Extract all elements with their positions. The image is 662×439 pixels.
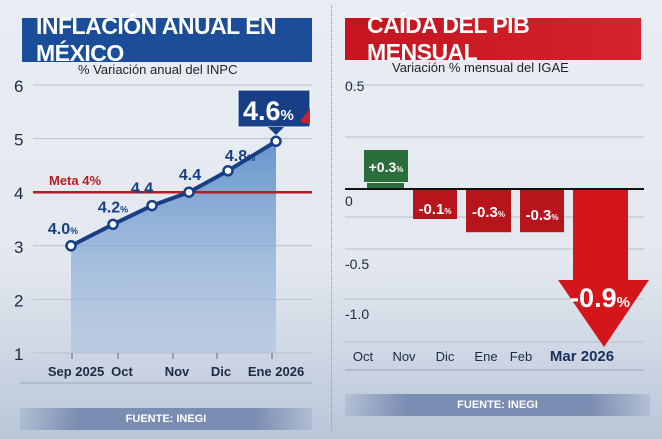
x-tick-label: Oct bbox=[353, 349, 374, 364]
bar bbox=[413, 189, 457, 219]
gdp-subtitle: Variación % mensual del IGAE bbox=[392, 60, 569, 75]
gdp-source: FUENTE: INEGI bbox=[345, 394, 650, 416]
data-label: 4.4 bbox=[131, 181, 153, 198]
data-point bbox=[146, 199, 158, 212]
data-label: 4.8% bbox=[225, 148, 255, 165]
data-point bbox=[183, 186, 195, 198]
bar-label-box bbox=[364, 150, 408, 182]
data-point bbox=[65, 240, 77, 252]
highlight-callout bbox=[237, 89, 311, 128]
bar-label: -0.9% bbox=[570, 283, 630, 313]
highlight-label: 4.6% bbox=[243, 96, 294, 126]
y-tick-label: 5 bbox=[14, 131, 23, 150]
y-tick-label: 2 bbox=[14, 291, 23, 310]
bar-label: -0.1% bbox=[419, 201, 452, 218]
x-tick-label: Ene bbox=[474, 349, 497, 364]
y-tick-label: 6 bbox=[14, 77, 23, 96]
inflation-source: FUENTE: INEGI bbox=[20, 408, 312, 430]
y-tick-label: 1 bbox=[14, 345, 23, 364]
y-tick-label: -0.5 bbox=[345, 256, 369, 272]
data-label: 4.0% bbox=[48, 221, 78, 238]
bar-oct bbox=[367, 183, 404, 189]
inflation-subtitle: % Variación anual del INPC bbox=[78, 62, 238, 77]
y-tick-label: -1.0 bbox=[345, 306, 369, 322]
x-tick-label: Nov bbox=[392, 349, 416, 364]
x-tick-label: Mar 2026 bbox=[550, 348, 614, 365]
bar bbox=[466, 189, 511, 233]
x-tick-label: Sep 2025 bbox=[48, 364, 104, 379]
area-fill bbox=[71, 141, 276, 353]
data-point bbox=[107, 218, 119, 231]
y-tick-label: 0.5 bbox=[345, 78, 365, 94]
x-tick-label: Dic bbox=[436, 349, 455, 364]
x-tick-label: Oct bbox=[111, 364, 133, 379]
panel-divider bbox=[331, 5, 332, 430]
y-tick-label: 4 bbox=[14, 184, 23, 203]
x-tick-label: Feb bbox=[510, 349, 532, 364]
callout-pointer bbox=[268, 127, 284, 135]
data-label: 4.2% bbox=[98, 199, 128, 216]
bar-label: -0.3% bbox=[526, 207, 559, 224]
series-line bbox=[70, 139, 278, 248]
data-label: 4.4 bbox=[179, 167, 201, 184]
x-tick-label: Ene 2026 bbox=[248, 364, 304, 379]
inflation-title: INFLACIÓN ANUAL EN MÉXICO bbox=[22, 13, 312, 66]
y-tick-label: 3 bbox=[14, 238, 23, 257]
down-arrow-bar bbox=[558, 189, 649, 347]
bar bbox=[520, 189, 564, 233]
x-tick-label: Nov bbox=[165, 364, 190, 379]
data-point bbox=[222, 165, 234, 177]
x-tick-label: Dic bbox=[211, 364, 231, 379]
data-point bbox=[270, 135, 282, 148]
bar-label: +0.3% bbox=[369, 159, 404, 175]
bar-label: -0.3% bbox=[472, 204, 505, 221]
up-arrow-icon bbox=[300, 108, 310, 124]
y-tick-label: 0 bbox=[345, 193, 353, 209]
meta-label: Meta 4% bbox=[49, 173, 101, 188]
